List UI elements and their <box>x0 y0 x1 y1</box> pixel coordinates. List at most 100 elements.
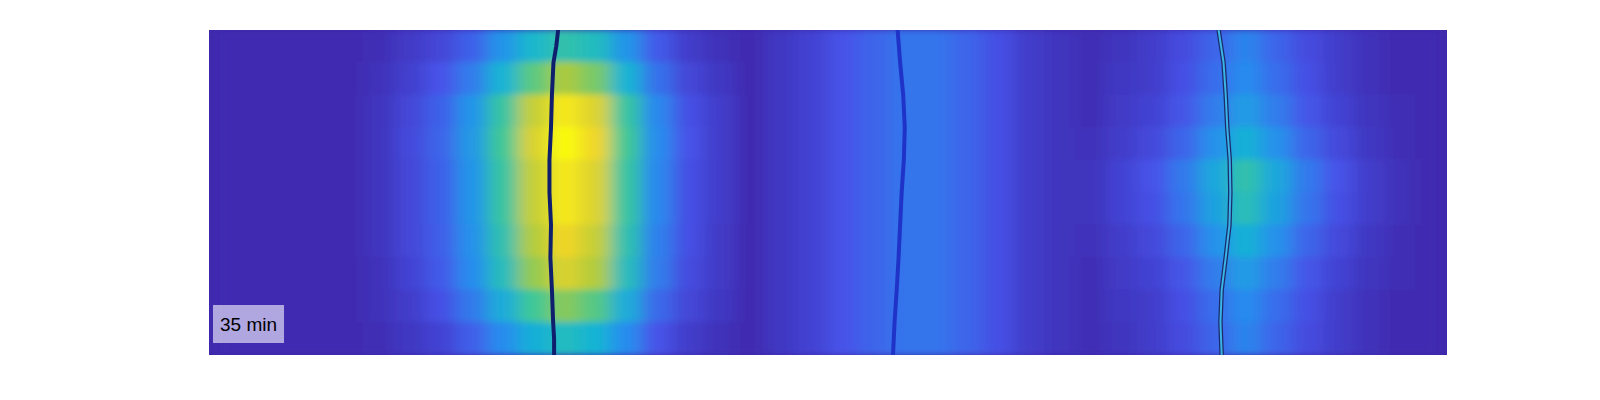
heatmap-cell <box>889 257 921 291</box>
heatmap-cell <box>518 192 550 226</box>
plot-background <box>209 30 1447 355</box>
heatmap-cell <box>704 322 736 355</box>
heatmap-cell <box>1385 322 1417 355</box>
heatmap-cell <box>673 127 705 161</box>
heatmap-cell <box>1354 257 1386 291</box>
heatmap-cell <box>270 95 302 129</box>
heatmap-cell <box>766 225 798 259</box>
heatmap-cell <box>363 225 395 259</box>
heatmap-cell <box>766 160 798 194</box>
heatmap-cell <box>735 95 767 129</box>
heatmap-cell <box>209 257 240 291</box>
heatmap-cell <box>1168 257 1200 291</box>
heatmap-cell <box>642 30 674 63</box>
heatmap-cell <box>239 257 271 291</box>
heatmap-cell <box>425 257 457 291</box>
heatmap-cell <box>487 160 519 194</box>
heatmap-cell <box>209 127 240 161</box>
heatmap-cell <box>611 257 643 291</box>
heatmap-cell <box>611 225 643 259</box>
heatmap-cell <box>766 30 798 63</box>
annotation-box <box>213 305 284 343</box>
heatmap-cell <box>1323 30 1355 63</box>
heatmap-cell <box>797 95 829 129</box>
heatmap-cell <box>1385 30 1417 63</box>
heatmap-cell <box>951 160 983 194</box>
heatmap-cell <box>828 192 860 226</box>
trace <box>549 30 558 355</box>
heatmap-cell <box>611 30 643 63</box>
heatmap-cell <box>363 95 395 129</box>
heatmap-cell <box>1137 62 1169 96</box>
heatmap-cell <box>332 290 364 324</box>
heatmap-cell <box>1044 290 1076 324</box>
heatmap-cell <box>1354 290 1386 324</box>
heatmap-cell <box>1416 322 1447 355</box>
heatmap-cell <box>1137 30 1169 63</box>
heatmap-cell <box>456 290 488 324</box>
heatmap-cell <box>487 62 519 96</box>
heatmap-cell <box>1323 192 1355 226</box>
heatmap-cell <box>951 95 983 129</box>
heatmap-cell <box>828 95 860 129</box>
heatmap-cell <box>797 30 829 63</box>
heatmap-cell <box>1354 160 1386 194</box>
annotation-text: 35 min <box>220 314 277 335</box>
heatmap-cell <box>1416 30 1447 63</box>
heatmap-cell <box>1385 127 1417 161</box>
heatmap-cell <box>611 127 643 161</box>
heatmap-cell <box>518 30 550 63</box>
heatmap-cell <box>549 127 581 161</box>
heatmap-cell <box>270 160 302 194</box>
heatmap-cell <box>301 160 333 194</box>
heatmap-cell <box>1385 290 1417 324</box>
heatmap-cell <box>363 192 395 226</box>
heatmap-cell <box>1075 95 1107 129</box>
heatmap-cell <box>828 127 860 161</box>
heatmap-cell <box>982 30 1014 63</box>
heatmap-cell <box>209 30 240 63</box>
heatmap-cell <box>858 127 890 161</box>
heatmap-cell <box>611 322 643 355</box>
heatmap-cell <box>1106 257 1138 291</box>
heatmap-cell <box>1292 192 1324 226</box>
heatmap-cell <box>1230 322 1262 355</box>
heatmap-cell <box>951 30 983 63</box>
heatmap-cell <box>673 257 705 291</box>
heatmap-cell <box>1075 127 1107 161</box>
heatmap-cell <box>239 160 271 194</box>
heatmap-cell <box>889 192 921 226</box>
heatmap-cell <box>1168 225 1200 259</box>
heatmap-cell <box>735 322 767 355</box>
heatmap-cell <box>1013 322 1045 355</box>
heatmap-cell <box>1385 225 1417 259</box>
heatmap-cell <box>704 62 736 96</box>
heatmap-cell <box>1199 160 1231 194</box>
heatmap-cell <box>580 290 612 324</box>
heatmap-cell <box>735 30 767 63</box>
chart: 35 min <box>0 0 1600 400</box>
heatmap-cell <box>1137 95 1169 129</box>
heatmap-cell <box>456 30 488 63</box>
heatmap-cell <box>1416 225 1447 259</box>
heatmap-cell <box>1261 322 1293 355</box>
heatmap-cell <box>1075 322 1107 355</box>
heatmap-cell <box>1416 62 1447 96</box>
heatmap-cell <box>1106 192 1138 226</box>
heatmap-cell <box>301 192 333 226</box>
heatmap-cell <box>1044 30 1076 63</box>
heatmap-cell <box>1230 192 1262 226</box>
heatmap-cell <box>951 62 983 96</box>
heatmap-cell <box>270 30 302 63</box>
heatmap-cell <box>332 225 364 259</box>
heatmap-cell <box>1261 62 1293 96</box>
heatmap-cell <box>766 127 798 161</box>
heatmap-cell <box>704 257 736 291</box>
heatmap-cell <box>828 290 860 324</box>
heatmap-cell <box>858 322 890 355</box>
heatmap-cell <box>642 192 674 226</box>
heatmap-cell <box>301 62 333 96</box>
heatmap-cell <box>332 257 364 291</box>
heatmap-cell <box>951 322 983 355</box>
heatmap-cell <box>1168 95 1200 129</box>
